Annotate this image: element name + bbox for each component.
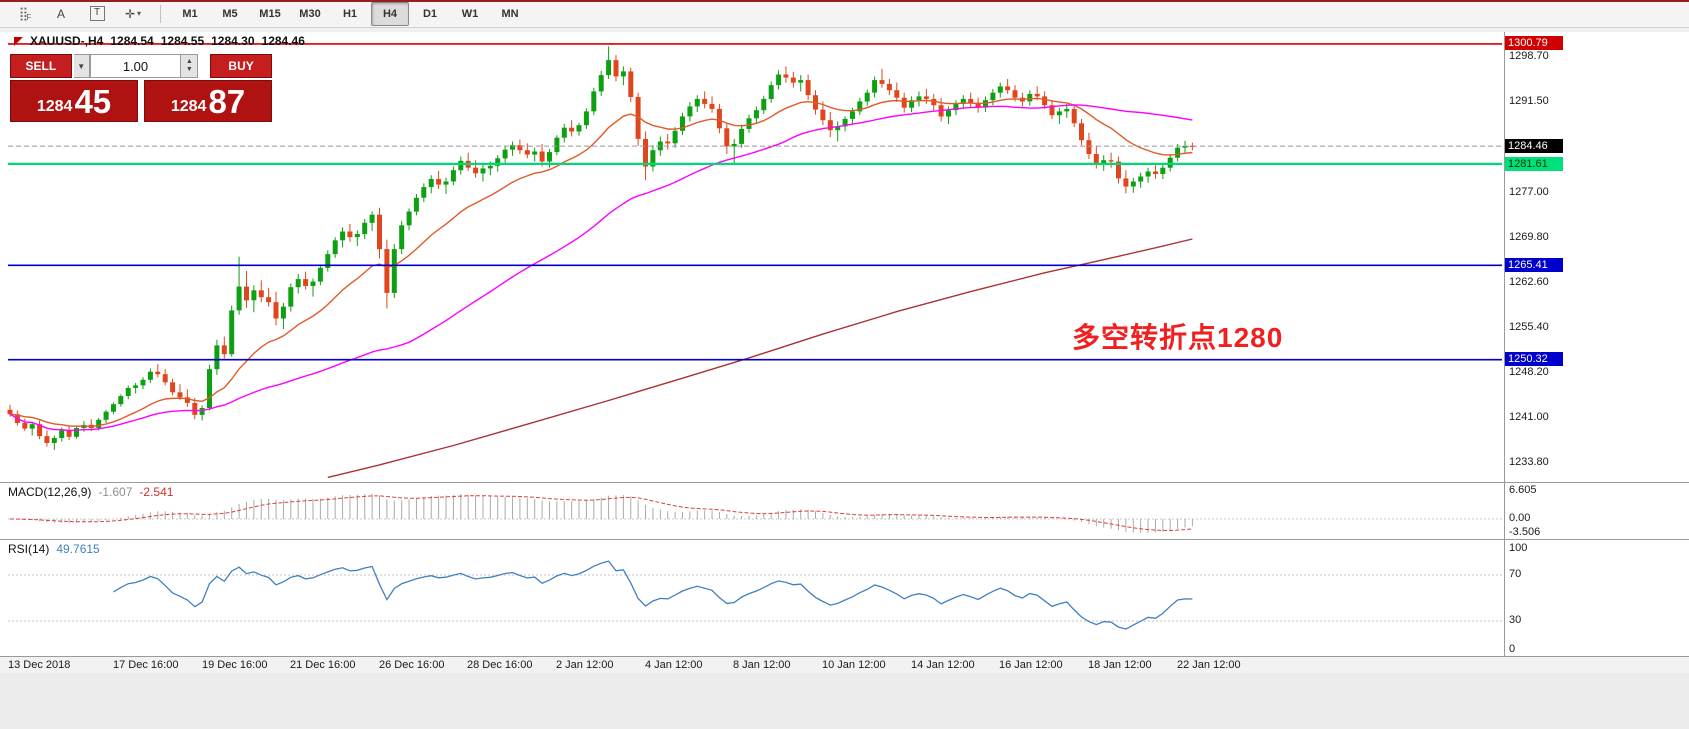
arrow-style-label: A <box>56 6 65 21</box>
grid-glyph-icon: ⣿ <box>18 6 29 21</box>
time-label: 26 Dec 16:00 <box>379 659 445 671</box>
rsi-scale-tick: 70 <box>1509 568 1522 580</box>
ohlc-header: XAUUSD-,H4 1284.54 1284.55 1284.30 1284.… <box>14 34 305 48</box>
timeframe-w1-button[interactable]: W1 <box>461 7 479 20</box>
time-label: 2 Jan 12:00 <box>556 659 614 671</box>
open-value: 1284.54 <box>110 34 154 48</box>
buy-button[interactable]: BUY <box>210 54 272 78</box>
price-tick: 1269.80 <box>1509 231 1549 243</box>
price-tick: 1291.50 <box>1509 95 1549 107</box>
time-label: 28 Dec 16:00 <box>467 659 533 671</box>
time-axis-background[interactable] <box>0 657 1689 673</box>
toolbar-separator <box>160 4 161 23</box>
timeframe-m30-button[interactable]: M30 <box>299 7 321 20</box>
rsi-panel-separator[interactable] <box>0 539 1689 540</box>
toolbar: ⣿ F A T ✛ ▾ M1 M5 M15 M30 H1 H4 D1 W1 MN <box>0 0 1689 28</box>
macd-scale-tick: 6.605 <box>1509 484 1537 496</box>
time-label: 10 Jan 12:00 <box>822 659 886 671</box>
timeframe-d1-button[interactable]: D1 <box>422 7 438 20</box>
text-tool-icon: T <box>89 6 105 21</box>
time-label: 16 Jan 12:00 <box>999 659 1063 671</box>
window-bottom-strip <box>0 673 1689 729</box>
support-price-tag: 1265.41 <box>1505 258 1563 272</box>
chart-window-border <box>0 0 1689 2</box>
macd-main-value: -1.607 <box>98 485 133 499</box>
timeframe-m1-button[interactable]: M1 <box>182 7 198 20</box>
time-label: 8 Jan 12:00 <box>733 659 791 671</box>
axis-separator <box>0 656 1689 657</box>
rsi-scale-tick: 30 <box>1509 614 1522 626</box>
time-label: 18 Jan 12:00 <box>1088 659 1152 671</box>
timeframe-h4-button[interactable]: H4 <box>371 1 409 26</box>
timeframe-m5-button[interactable]: M5 <box>222 7 238 20</box>
template-grid-icon[interactable]: ⣿ F <box>8 2 42 26</box>
timeframe-m15-button[interactable]: M15 <box>259 7 281 20</box>
time-label: 21 Dec 16:00 <box>290 659 356 671</box>
price-tick: 1277.00 <box>1509 186 1549 198</box>
low-value: 1284.30 <box>211 34 255 48</box>
price-tick: 1233.80 <box>1509 456 1549 468</box>
chevron-down-icon: ▾ <box>137 9 142 18</box>
one-click-trading-panel: SELL ▼ 1.00 ▲ ▼ BUY 1284 45 1284 87 <box>10 54 272 122</box>
buy-price-big: 87 <box>208 83 246 120</box>
sell-price-small: 1284 <box>36 98 73 115</box>
symbol-marker-icon <box>14 36 23 46</box>
time-label: 4 Jan 12:00 <box>645 659 703 671</box>
crosshair-icon: ✛ <box>124 6 136 21</box>
price-tick: 1241.00 <box>1509 411 1549 423</box>
rsi-name: RSI(14) <box>8 542 50 556</box>
sell-price-big: 45 <box>74 83 112 120</box>
macd-name: MACD(12,26,9) <box>8 485 92 499</box>
chart-annotation-text: 多空转折点1280 <box>1072 322 1284 353</box>
macd-label: MACD(12,26,9) -1.607 -2.541 <box>8 485 173 499</box>
time-label: 14 Jan 12:00 <box>911 659 975 671</box>
sell-price-display[interactable]: 1284 45 <box>10 80 138 122</box>
crosshair-tool-button[interactable]: ✛ ▾ <box>116 2 150 26</box>
price-tick: 1255.40 <box>1509 321 1549 333</box>
arrow-style-button[interactable]: A <box>44 2 78 26</box>
volume-dropdown-icon[interactable]: ▼ <box>73 54 90 78</box>
stepper-down-icon[interactable]: ▼ <box>185 66 193 73</box>
rsi-scale-tick: 0 <box>1509 643 1516 655</box>
timeframe-h1-button[interactable]: H1 <box>342 7 358 20</box>
time-label: 19 Dec 16:00 <box>202 659 268 671</box>
buy-price-small: 1284 <box>170 98 207 115</box>
chart-background[interactable] <box>0 32 1689 657</box>
price-tick: 1262.60 <box>1509 276 1549 288</box>
pivot-price-tag: 1281.61 <box>1505 157 1563 171</box>
high-value: 1284.55 <box>160 34 205 48</box>
rsi-value: 49.7615 <box>56 542 100 556</box>
rsi-label: RSI(14) 49.7615 <box>8 542 100 556</box>
support-price-tag: 1250.32 <box>1505 352 1563 366</box>
price-scale-separator[interactable] <box>1504 32 1505 657</box>
macd-scale-tick: 0.00 <box>1509 512 1531 524</box>
sell-button[interactable]: SELL <box>10 54 72 78</box>
close-value: 1284.46 <box>261 34 305 48</box>
time-label: 22 Jan 12:00 <box>1177 659 1241 671</box>
resistance-price-tag: 1300.79 <box>1505 36 1563 50</box>
current-price-tag: 1284.46 <box>1505 139 1563 153</box>
stepper-up-icon[interactable]: ▲ <box>185 58 193 65</box>
text-tool-button[interactable]: T <box>80 2 114 26</box>
buy-price-display[interactable]: 1284 87 <box>144 80 272 122</box>
timeframe-mn-button[interactable]: MN <box>501 7 519 20</box>
price-tick: 1298.70 <box>1509 50 1549 62</box>
volume-input[interactable]: 1.00 <box>89 54 182 78</box>
macd-scale-tick: -3.506 <box>1509 526 1541 538</box>
price-tick: 1248.20 <box>1509 366 1549 378</box>
time-label: 13 Dec 2018 <box>8 659 71 671</box>
volume-stepper[interactable]: ▲ ▼ <box>181 54 199 78</box>
rsi-scale-tick: 100 <box>1509 542 1528 554</box>
macd-signal-value: -2.541 <box>139 485 174 499</box>
macd-panel-separator[interactable] <box>0 482 1689 483</box>
symbol-label: XAUUSD-,H4 <box>30 34 104 48</box>
grid-sub-label: F <box>26 13 32 22</box>
time-label: 17 Dec 16:00 <box>113 659 179 671</box>
